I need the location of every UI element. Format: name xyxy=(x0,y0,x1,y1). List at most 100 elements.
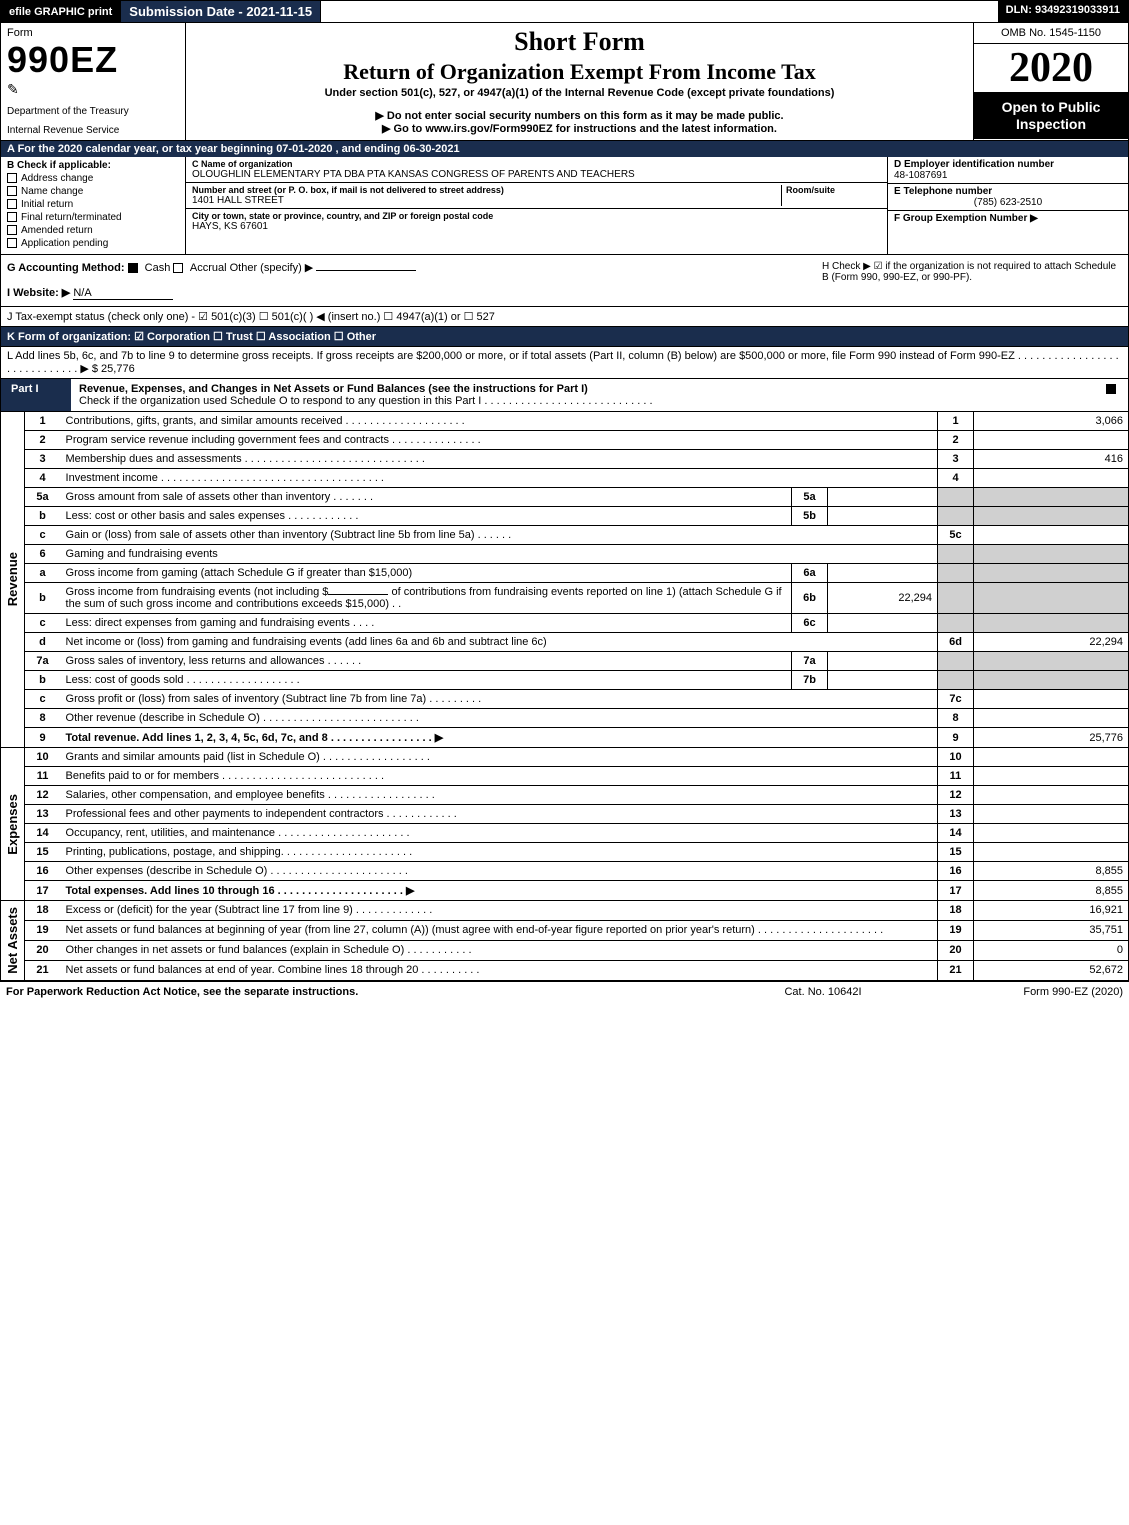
line14-desc: Occupancy, rent, utilities, and maintena… xyxy=(61,824,938,843)
go-to-link[interactable]: ▶ Go to www.irs.gov/Form990EZ for instru… xyxy=(192,122,967,135)
line5b-desc: Less: cost or other basis and sales expe… xyxy=(61,507,792,526)
line17-num: 17 xyxy=(938,881,974,901)
line19-num: 19 xyxy=(938,920,974,940)
line11-num: 11 xyxy=(938,767,974,786)
line15-amt xyxy=(974,843,1129,862)
lbl-cash: Cash xyxy=(145,262,171,274)
line6d-num: 6d xyxy=(938,633,974,652)
line6b-subval: 22,294 xyxy=(828,583,938,614)
line5a-sub: 5a xyxy=(792,488,828,507)
chk-final-return[interactable] xyxy=(7,212,17,222)
line15-desc: Printing, publications, postage, and shi… xyxy=(61,843,938,862)
line13-desc: Professional fees and other payments to … xyxy=(61,805,938,824)
org-name: OLOUGHLIN ELEMENTARY PTA DBA PTA KANSAS … xyxy=(192,169,881,180)
lbl-other: Other (specify) ▶ xyxy=(230,262,314,274)
line9-no: 9 xyxy=(25,728,61,748)
city-state-zip: HAYS, KS 67601 xyxy=(192,221,881,232)
line3-amt: 416 xyxy=(974,450,1129,469)
chk-accrual[interactable] xyxy=(173,263,183,273)
line17-desc: Total expenses. Add lines 10 through 16 … xyxy=(61,881,938,901)
line20-no: 20 xyxy=(25,940,61,960)
e-label: E Telephone number xyxy=(894,186,1122,197)
lbl-address-change: Address change xyxy=(21,173,93,184)
line11-no: 11 xyxy=(25,767,61,786)
line6-desc: Gaming and fundraising events xyxy=(61,545,938,564)
row-l: L Add lines 5b, 6c, and 7b to line 9 to … xyxy=(0,347,1129,379)
section-bcdef: B Check if applicable: Address change Na… xyxy=(0,157,1129,255)
part-i-checkbox[interactable] xyxy=(1098,379,1128,411)
line5a-amtshade xyxy=(974,488,1129,507)
row-j: J Tax-exempt status (check only one) - ☑… xyxy=(0,307,1129,327)
line9-desc: Total revenue. Add lines 1, 2, 3, 4, 5c,… xyxy=(61,728,938,748)
line4-no: 4 xyxy=(25,469,61,488)
line5a-subval xyxy=(828,488,938,507)
line5a-desc: Gross amount from sale of assets other t… xyxy=(61,488,792,507)
line2-amt xyxy=(974,431,1129,450)
line19-desc: Net assets or fund balances at beginning… xyxy=(61,920,938,940)
header-left: Form 990EZ ✎ Department of the Treasury … xyxy=(1,23,186,140)
row-a-tax-year: A For the 2020 calendar year, or tax yea… xyxy=(0,141,1129,157)
line18-num: 18 xyxy=(938,901,974,920)
chk-name-change[interactable] xyxy=(7,186,17,196)
chk-application-pending[interactable] xyxy=(7,238,17,248)
line6a-sub: 6a xyxy=(792,564,828,583)
line10-amt xyxy=(974,748,1129,767)
netassets-section: Net Assets 18Excess or (deficit) for the… xyxy=(0,901,1129,981)
expenses-side-label: Expenses xyxy=(1,748,25,901)
open-to-public: Open to Public Inspection xyxy=(974,93,1128,139)
lbl-accrual: Accrual xyxy=(190,262,227,274)
line7b-amtshade xyxy=(974,671,1129,690)
c-city-label: City or town, state or province, country… xyxy=(192,211,881,221)
k-text: K Form of organization: ☑ Corporation ☐ … xyxy=(7,331,376,343)
line6-amtshade xyxy=(974,545,1129,564)
line7c-desc: Gross profit or (loss) from sales of inv… xyxy=(61,690,938,709)
line5b-amtshade xyxy=(974,507,1129,526)
line16-desc: Other expenses (describe in Schedule O) … xyxy=(61,862,938,881)
netassets-table: 18Excess or (deficit) for the year (Subt… xyxy=(25,901,1129,981)
line18-desc: Excess or (deficit) for the year (Subtra… xyxy=(61,901,938,920)
line6d-no: d xyxy=(25,633,61,652)
line6d-amt: 22,294 xyxy=(974,633,1129,652)
line1-desc: Contributions, gifts, grants, and simila… xyxy=(61,412,938,431)
line8-num: 8 xyxy=(938,709,974,728)
line7b-sub: 7b xyxy=(792,671,828,690)
form-number: 990EZ xyxy=(7,39,179,81)
line6a-no: a xyxy=(25,564,61,583)
part-i-label: Part I xyxy=(1,379,71,411)
telephone: (785) 623-2510 xyxy=(894,197,1122,208)
revenue-side-label: Revenue xyxy=(1,412,25,748)
line6-numshade xyxy=(938,545,974,564)
section-b: B Check if applicable: Address change Na… xyxy=(1,157,186,254)
footer-formno: Form 990-EZ (2020) xyxy=(923,986,1123,998)
lbl-application-pending: Application pending xyxy=(21,238,108,249)
chk-amended-return[interactable] xyxy=(7,225,17,235)
line6a-amtshade xyxy=(974,564,1129,583)
line10-num: 10 xyxy=(938,748,974,767)
irs: Internal Revenue Service xyxy=(7,125,179,136)
chk-cash[interactable] xyxy=(128,263,138,273)
other-specify-input[interactable] xyxy=(316,270,416,271)
header-center: Short Form Return of Organization Exempt… xyxy=(186,23,973,140)
efile-print-btn[interactable]: efile GRAPHIC print xyxy=(1,1,121,22)
revenue-section: Revenue 1Contributions, gifts, grants, a… xyxy=(0,412,1129,748)
line7b-no: b xyxy=(25,671,61,690)
chk-address-change[interactable] xyxy=(7,173,17,183)
lbl-name-change: Name change xyxy=(21,186,83,197)
line6a-desc: Gross income from gaming (attach Schedul… xyxy=(61,564,792,583)
footer-catno: Cat. No. 10642I xyxy=(723,986,923,998)
line6a-numshade xyxy=(938,564,974,583)
i-label: I Website: ▶ xyxy=(7,287,70,299)
l-amount: 25,776 xyxy=(101,363,135,375)
line20-desc: Other changes in net assets or fund bala… xyxy=(61,940,938,960)
line5b-subval xyxy=(828,507,938,526)
line1-no: 1 xyxy=(25,412,61,431)
dln: DLN: 93492319033911 xyxy=(998,1,1128,22)
chk-initial-return[interactable] xyxy=(7,199,17,209)
line11-amt xyxy=(974,767,1129,786)
line7a-sub: 7a xyxy=(792,652,828,671)
line5a-numshade xyxy=(938,488,974,507)
line6c-desc: Less: direct expenses from gaming and fu… xyxy=(61,614,792,633)
line18-no: 18 xyxy=(25,901,61,920)
line14-amt xyxy=(974,824,1129,843)
line9-num: 9 xyxy=(938,728,974,748)
